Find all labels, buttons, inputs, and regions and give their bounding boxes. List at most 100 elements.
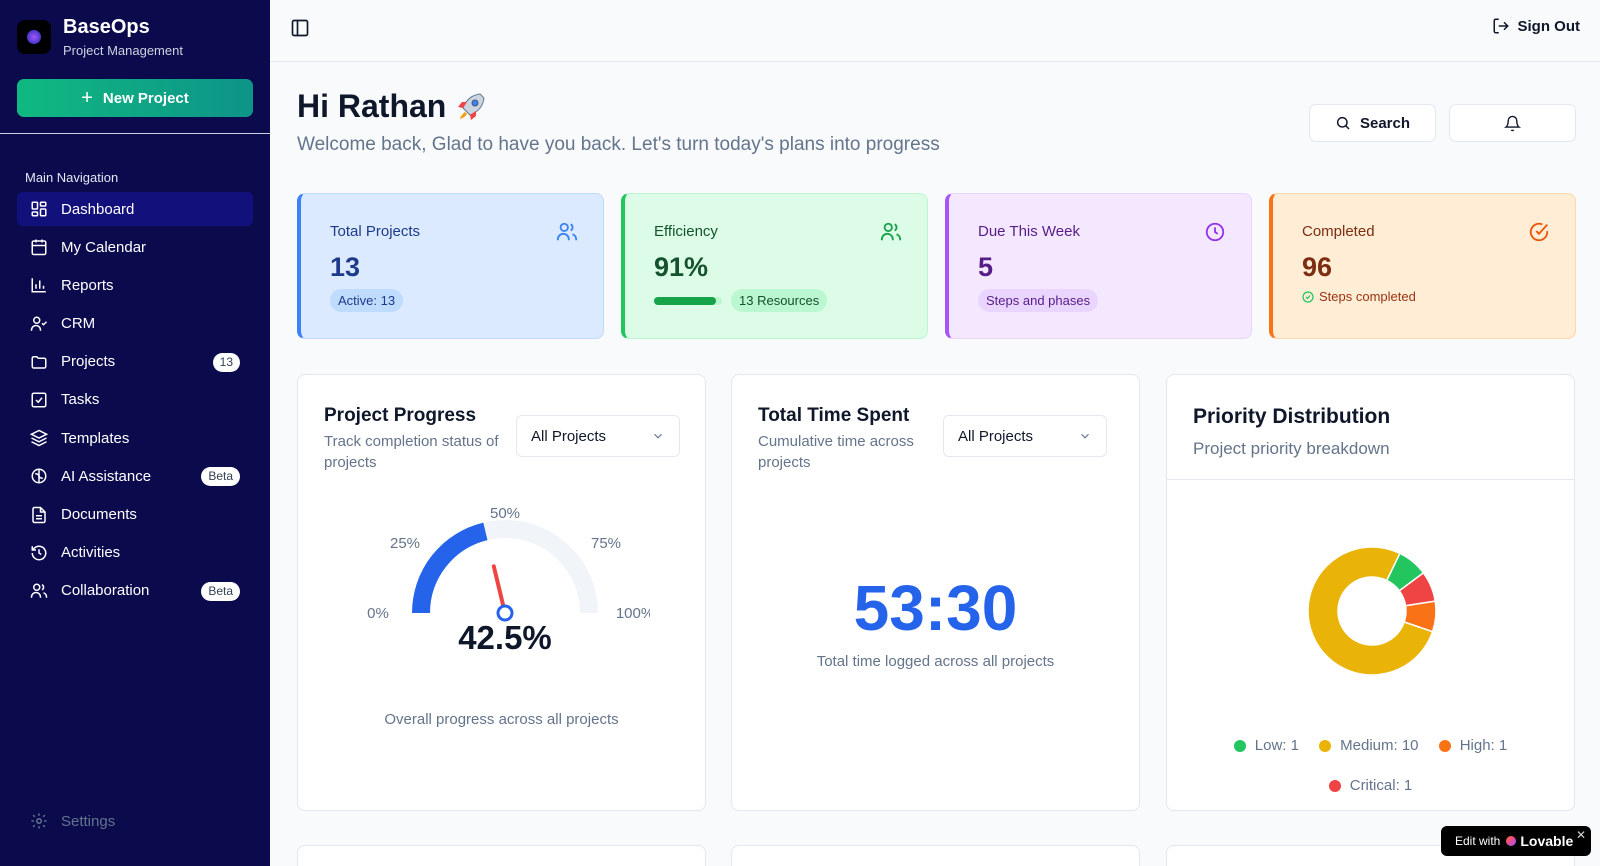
- due-this-week-card[interactable]: Due This Week 5 Steps and phases: [945, 193, 1252, 339]
- gauge-caption: Overall progress across all projects: [384, 711, 619, 728]
- sidebar-item-label: AI Assistance: [61, 467, 152, 485]
- sidebar-item-label: Templates: [61, 429, 130, 447]
- calendar-icon: [30, 238, 48, 256]
- steps-phases-pill: Steps and phases: [978, 289, 1099, 312]
- priority-legend: Low: 1 Medium: 10 High: 1 Critical: 1: [1167, 727, 1574, 807]
- main-nav: Dashboard My Calendar Reports CRM Projec…: [17, 192, 253, 612]
- sidebar-item-collaboration[interactable]: Collaboration Beta: [17, 574, 253, 608]
- search-button[interactable]: Search: [1309, 104, 1436, 142]
- close-icon[interactable]: ✕: [1575, 828, 1586, 842]
- priority-donut-chart: [1307, 546, 1437, 676]
- project-progress-panel: Project Progress Track completion status…: [297, 374, 706, 811]
- gauge-pivot: [496, 604, 514, 622]
- panel-left-icon: [291, 19, 309, 37]
- sidebar-item-templates[interactable]: Templates: [17, 421, 253, 455]
- panel-subtitle: Project priority breakdown: [1193, 439, 1390, 458]
- sidebar: BaseOps Project Management + New Project…: [0, 0, 270, 866]
- gauge-value: 42.5%: [458, 619, 552, 655]
- legend-dot: [1438, 740, 1451, 752]
- sidebar-divider: [0, 133, 270, 134]
- search-icon: [1336, 116, 1350, 130]
- total-projects-card[interactable]: Total Projects 13 Active: 13: [297, 193, 604, 339]
- users-icon: [556, 222, 578, 241]
- efficiency-progress-fill: [654, 297, 716, 305]
- sign-out-label: Sign Out: [1517, 17, 1581, 35]
- panel-subtitle: Track completion status of projects: [324, 433, 499, 471]
- sidebar-item-documents[interactable]: Documents: [17, 498, 253, 532]
- bar-chart-icon: [30, 276, 48, 294]
- layers-icon: [30, 429, 48, 447]
- bell-icon: [1504, 115, 1521, 131]
- panel-title: Project Progress: [324, 405, 477, 426]
- sidebar-item-label: My Calendar: [61, 238, 147, 256]
- donut-slice-medium[interactable]: [1307, 546, 1434, 676]
- sidebar-item-dashboard[interactable]: Dashboard: [17, 192, 253, 226]
- page-title: Hi Rathan: [297, 88, 488, 125]
- sidebar-item-projects[interactable]: Projects 13: [17, 345, 253, 379]
- sidebar-item-calendar[interactable]: My Calendar: [17, 230, 253, 264]
- edit-with-lovable-badge[interactable]: Edit with Lovable ✕: [1441, 826, 1591, 856]
- total-time-caption: Total time logged across all projects: [816, 653, 1055, 670]
- stat-value: 91%: [654, 252, 709, 282]
- log-out-icon: [1493, 18, 1509, 34]
- brain-icon: [30, 467, 48, 485]
- folder-icon: [30, 353, 48, 371]
- panel-subtitle: Cumulative time across projects: [758, 433, 914, 471]
- sidebar-item-label: Documents: [61, 506, 137, 523]
- notifications-button[interactable]: [1449, 104, 1576, 142]
- sidebar-item-label: Collaboration: [61, 582, 150, 600]
- completed-card[interactable]: Completed 96 Steps completed: [1269, 193, 1576, 339]
- beta-badge: Beta: [201, 467, 240, 487]
- beta-badge: Beta: [201, 581, 240, 601]
- legend-item-high: High: 1: [1438, 727, 1507, 765]
- legend-dot: [1328, 780, 1341, 792]
- sign-out-button[interactable]: Sign Out: [1492, 17, 1581, 35]
- stat-value: 13: [330, 252, 361, 282]
- user-check-icon: [30, 315, 48, 333]
- sidebar-item-label: Projects: [61, 353, 116, 371]
- panel-title: Priority Distribution: [1193, 405, 1391, 428]
- time-filter-dropdown[interactable]: All Projects: [943, 415, 1107, 457]
- users-icon: [880, 222, 902, 241]
- total-time-value: 53:30: [853, 572, 1018, 644]
- legend-item-low: Low: 1: [1233, 727, 1299, 765]
- sidebar-item-activities[interactable]: Activities: [17, 536, 253, 570]
- panel-title: Total Time Spent: [758, 405, 910, 426]
- sidebar-item-settings[interactable]: Settings: [30, 812, 115, 830]
- gauge-tick-label: 100%: [616, 605, 650, 622]
- resources-pill: 13 Resources: [731, 289, 828, 312]
- active-projects-pill: Active: 13: [330, 289, 404, 312]
- efficiency-card[interactable]: Efficiency 91% 13 Resources: [621, 193, 928, 339]
- priority-distribution-panel: Priority Distribution Project priority b…: [1166, 374, 1575, 811]
- stat-label: Efficiency: [654, 223, 718, 240]
- sidebar-item-crm[interactable]: CRM: [17, 307, 253, 341]
- chevron-down-icon: [1081, 433, 1089, 439]
- chevron-down-icon: [654, 433, 662, 439]
- greeting-text: Hi Rathan: [297, 88, 447, 124]
- sidebar-item-label: Dashboard: [61, 200, 135, 218]
- panel-stub: [731, 845, 1140, 866]
- panel-divider: [1167, 479, 1574, 480]
- brand-name: BaseOps: [63, 16, 150, 38]
- stat-label: Total Projects: [330, 223, 421, 240]
- legend-label: Critical: 1: [1349, 777, 1413, 794]
- projects-count-badge: 13: [212, 352, 240, 372]
- check-circle-icon: [1302, 290, 1314, 303]
- check-circle-icon: [1529, 222, 1549, 242]
- brand[interactable]: BaseOps Project Management: [17, 16, 183, 58]
- legend-dot: [1319, 740, 1332, 752]
- sidebar-toggle-button[interactable]: [290, 18, 310, 38]
- gauge-tick-label: 75%: [591, 535, 621, 552]
- sidebar-item-tasks[interactable]: Tasks: [17, 383, 253, 417]
- time-spent-panel: Total Time Spent Cumulative time across …: [731, 374, 1140, 811]
- settings-label: Settings: [61, 812, 116, 830]
- sidebar-item-ai-assistance[interactable]: AI Assistance Beta: [17, 459, 253, 493]
- progress-gauge: 0% 25% 50% 75% 100% 42.5%: [367, 505, 650, 655]
- project-filter-dropdown[interactable]: All Projects: [516, 415, 680, 457]
- new-project-button[interactable]: + New Project: [17, 79, 253, 117]
- welcome-message: Welcome back, Glad to have you back. Let…: [297, 134, 940, 155]
- logo: [17, 20, 51, 54]
- sidebar-item-reports[interactable]: Reports: [17, 268, 253, 302]
- rocket-icon: [458, 92, 485, 120]
- sidebar-item-label: Activities: [61, 544, 121, 562]
